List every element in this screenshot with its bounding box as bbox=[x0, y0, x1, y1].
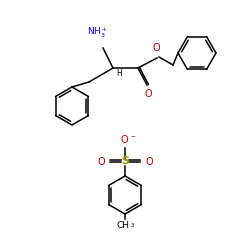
Text: O: O bbox=[145, 157, 152, 167]
Text: O: O bbox=[98, 157, 105, 167]
Text: O: O bbox=[144, 89, 152, 99]
Text: S: S bbox=[121, 156, 129, 166]
Text: $_3$: $_3$ bbox=[130, 221, 135, 230]
Text: O: O bbox=[152, 43, 160, 53]
Text: H: H bbox=[116, 69, 122, 78]
Text: $^-$: $^-$ bbox=[129, 133, 136, 142]
Text: CH: CH bbox=[116, 221, 130, 230]
Text: $\mathregular{NH_3^+}$: $\mathregular{NH_3^+}$ bbox=[87, 26, 109, 40]
Text: O: O bbox=[120, 135, 128, 145]
